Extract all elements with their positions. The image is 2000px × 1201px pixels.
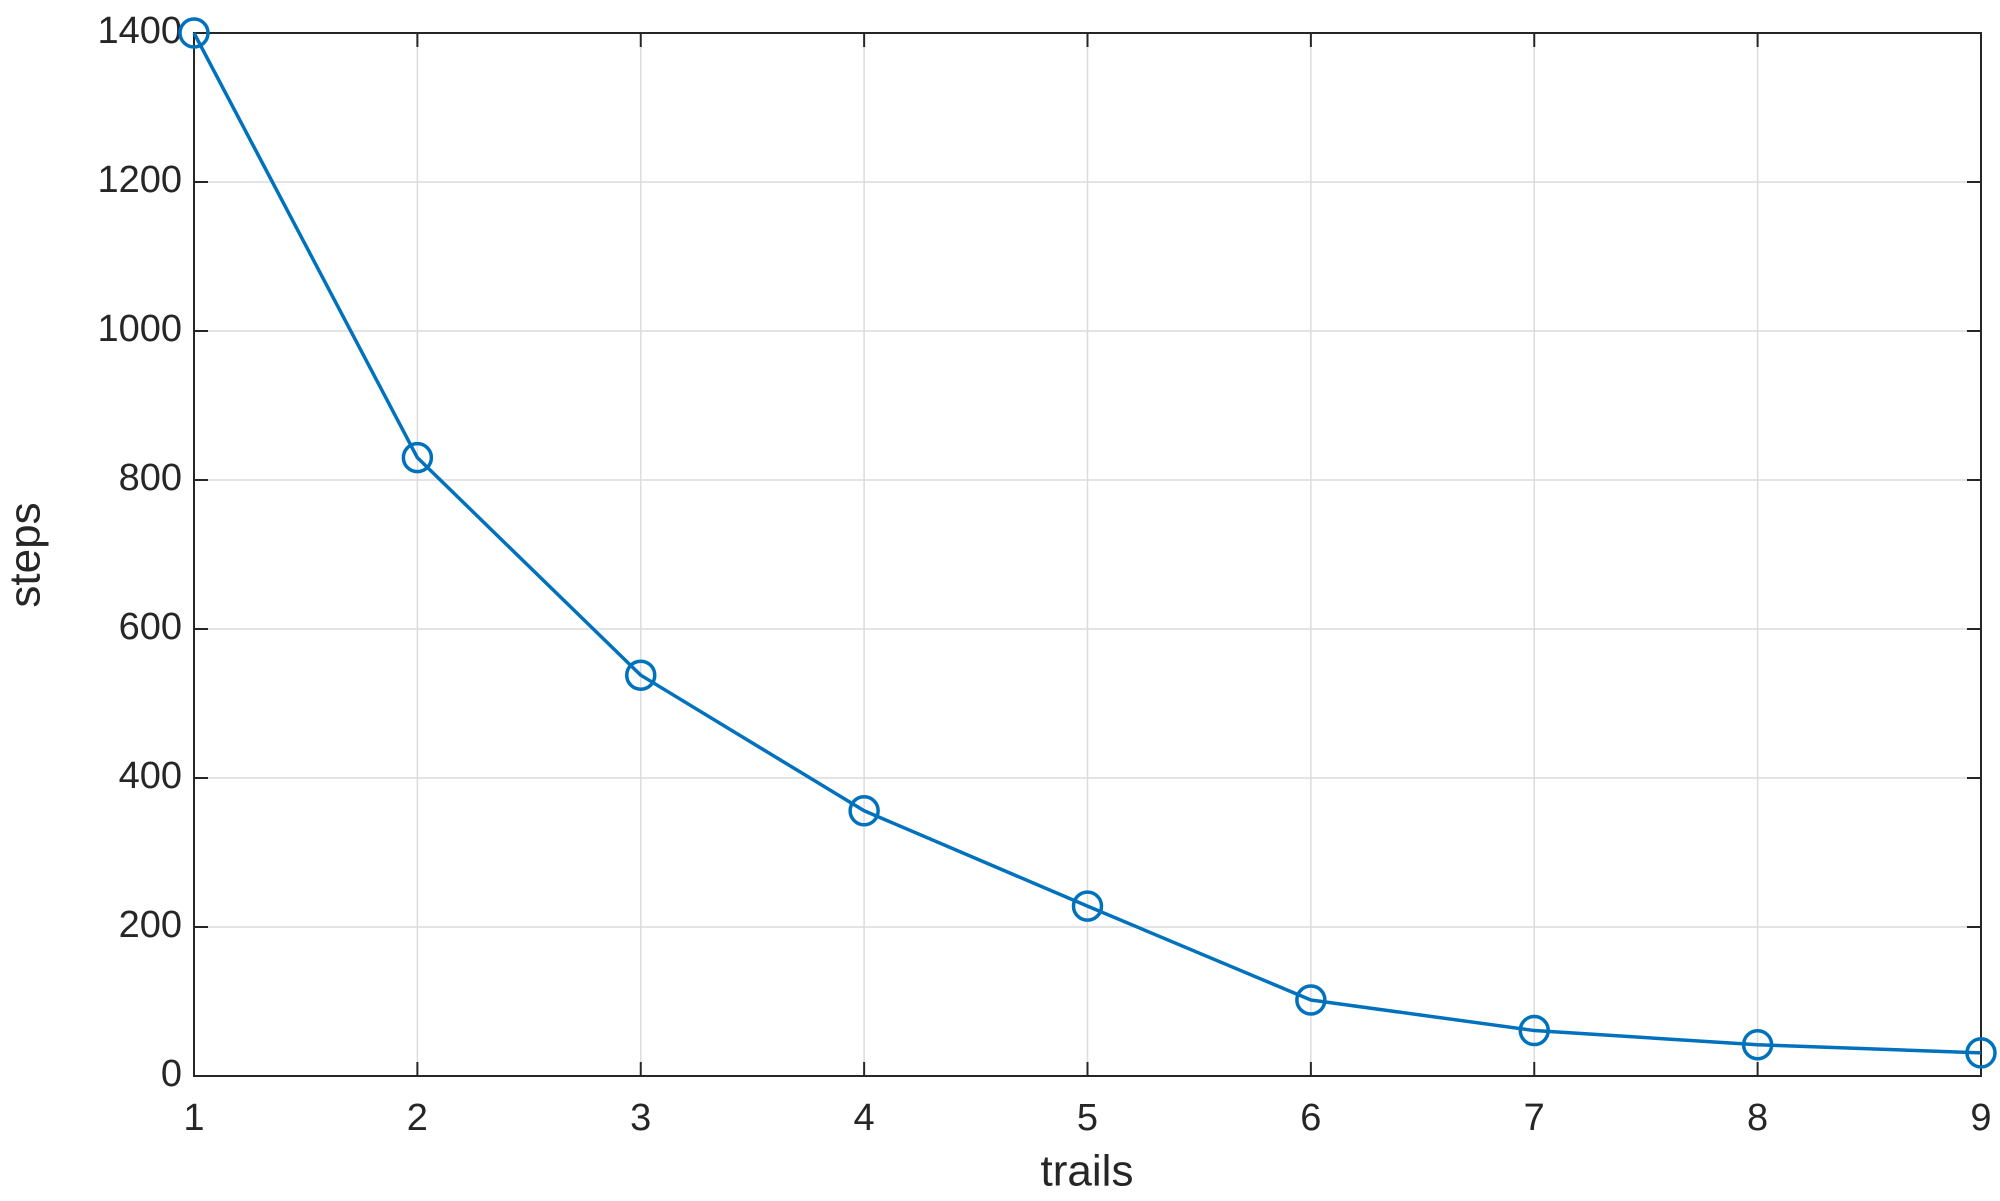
- marker: [848, 795, 880, 827]
- x-tick-label: 1: [183, 1097, 204, 1139]
- marker: [401, 441, 434, 474]
- y-tick-label: 0: [161, 1053, 182, 1095]
- y-tick-label: 800: [119, 457, 182, 499]
- marker: [1295, 984, 1327, 1016]
- x-tick-label: 5: [1077, 1097, 1098, 1139]
- marker: [1741, 1028, 1774, 1061]
- y-tick-label: 1200: [97, 159, 182, 201]
- x-tick-label: 6: [1300, 1097, 1321, 1139]
- y-tick-label: 600: [119, 606, 182, 648]
- y-tick-label: 1000: [97, 308, 182, 350]
- y-tick-label: 200: [119, 904, 182, 946]
- x-tick-label: 7: [1524, 1097, 1545, 1139]
- marker: [1518, 1014, 1550, 1047]
- marker: [178, 17, 210, 49]
- marker: [1965, 1037, 1997, 1069]
- x-axis-label: trails: [1041, 1147, 1134, 1196]
- x-tick-label: 9: [1970, 1097, 1991, 1139]
- marker: [1071, 890, 1104, 922]
- marker: [625, 659, 657, 691]
- x-tick-label: 2: [407, 1097, 428, 1139]
- x-tick-label: 3: [630, 1097, 651, 1139]
- y-axis-label: steps: [1, 502, 50, 607]
- y-tick-label: 1400: [97, 10, 182, 52]
- line: [192, 32, 1982, 1055]
- x-tick-label: 4: [854, 1097, 875, 1139]
- x-tick-label: 8: [1747, 1097, 1768, 1139]
- y-tick-label: 400: [119, 755, 182, 797]
